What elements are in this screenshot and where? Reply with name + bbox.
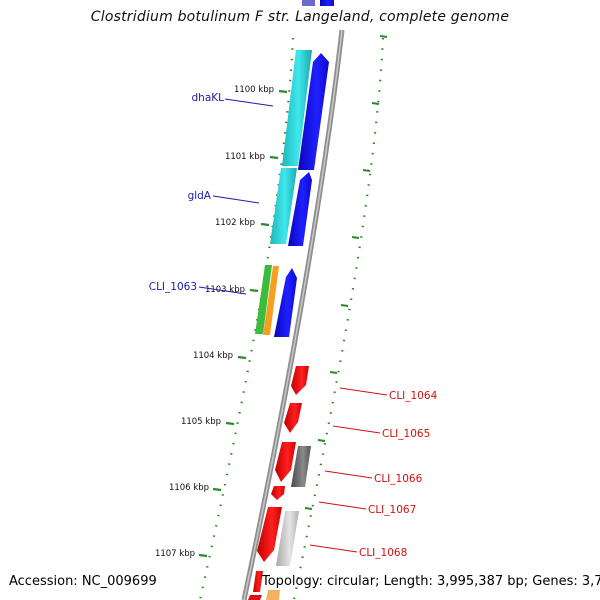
gene-CLI_1065	[284, 403, 302, 433]
gene-fragment	[320, 0, 334, 6]
gene-label-CLI_1068: CLI_1068	[359, 547, 407, 559]
gene-gldA-cyan	[270, 168, 297, 244]
gene-CLI_1068-red	[257, 507, 282, 562]
forward-genes	[255, 50, 329, 337]
gene-CLI_1066-red	[275, 442, 296, 482]
gene-label-gldA: gldA	[188, 190, 212, 202]
gene-fragment-bottom-orange	[266, 590, 280, 600]
gene-label-CLI_1066: CLI_1066	[374, 473, 423, 485]
gene-dhaK-cyan	[282, 50, 312, 166]
outer-tick-marks	[304, 35, 388, 510]
gene-CLI_1067	[271, 486, 285, 500]
left-leader-lines	[198, 98, 274, 295]
map-title: Clostridium botulinum F str. Langeland, …	[90, 9, 510, 25]
scale-ticks	[198, 89, 288, 558]
gene-CLI_1063-orange	[263, 266, 279, 335]
tick-label: 1101 kbp	[225, 152, 265, 162]
gene-fragment	[302, 0, 315, 6]
tick-label: 1103 kbp	[205, 285, 245, 295]
gene-dhaL-blue	[298, 53, 329, 170]
gene-CLI_1068-light	[276, 511, 299, 566]
tick-label: 1107 kbp	[155, 549, 195, 559]
gene-fragment-bottom-red2	[248, 595, 262, 600]
tick-label: 1102 kbp	[215, 218, 255, 228]
accession-text: Accession: NC_009699	[9, 574, 157, 589]
tick-label: 1106 kbp	[169, 483, 209, 493]
gene-label-CLI_1064: CLI_1064	[389, 390, 438, 402]
gene-gldA-blue	[288, 172, 312, 246]
genome-summary-text: Topology: circular; Length: 3,995,387 bp…	[262, 574, 600, 589]
tick-label: 1105 kbp	[181, 417, 221, 427]
gene-label-CLI_1065: CLI_1065	[382, 428, 430, 440]
gene-CLI_1063-blue	[274, 268, 297, 337]
gene-CLI_1063-green	[255, 265, 272, 334]
gene-label-dhaKL: dhaKL	[192, 92, 225, 104]
reverse-genes	[248, 366, 311, 600]
gene-label-CLI_1063: CLI_1063	[149, 281, 197, 293]
gene-fragment-bottom-red	[253, 571, 263, 592]
tick-label: 1100 kbp	[234, 85, 274, 95]
gene-label-CLI_1067: CLI_1067	[368, 504, 416, 516]
gene-CLI_1066-grey	[291, 446, 311, 487]
tick-label: 1104 kbp	[193, 351, 233, 361]
right-leader-lines	[309, 387, 388, 553]
gene-CLI_1064	[291, 366, 309, 395]
